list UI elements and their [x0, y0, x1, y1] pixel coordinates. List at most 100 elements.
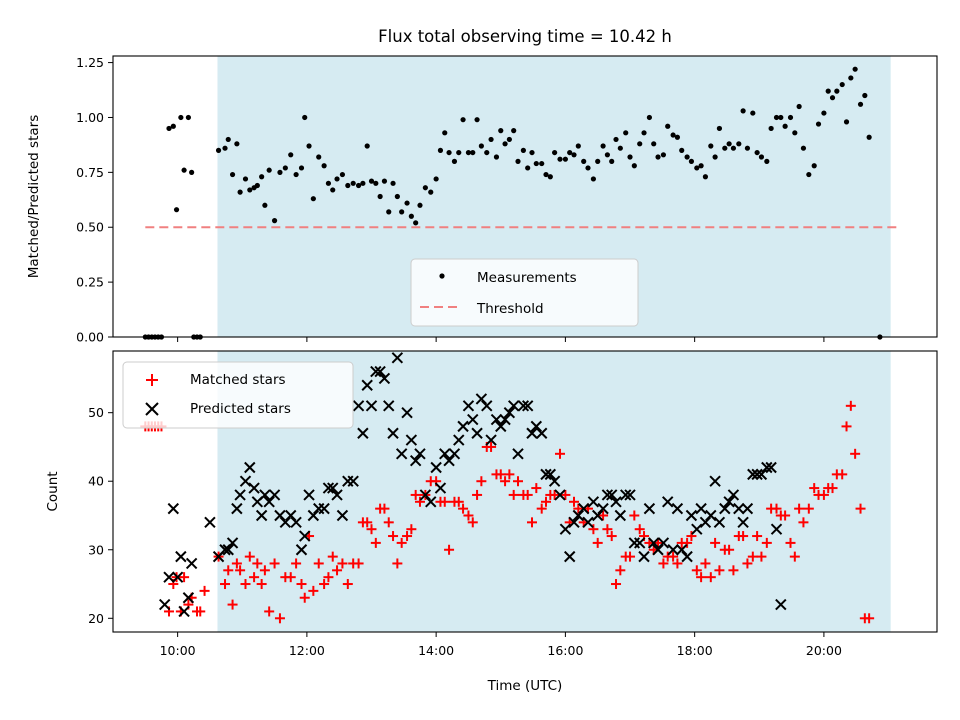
measurement-point — [730, 145, 737, 151]
matched-star-point — [467, 517, 478, 528]
measurement-point — [478, 143, 484, 149]
top-y-tick-label: 1.25 — [76, 55, 104, 70]
predicted-star-point — [568, 516, 580, 529]
predicted-star-point — [231, 502, 243, 515]
predicted-star-point — [448, 448, 461, 460]
measurement-point — [173, 207, 180, 213]
measurement-point — [811, 163, 817, 169]
measurement-point — [575, 143, 581, 149]
measurement-point — [386, 209, 392, 215]
matched-star-point — [291, 558, 302, 569]
matched-star-point — [285, 572, 296, 583]
matched-star-point — [668, 551, 679, 562]
measurement-point — [225, 136, 231, 143]
predicted-star-point — [274, 509, 286, 522]
bottom-axes: 20 30 40 50 10:00 12:00 14:00 16:00 18:00 20:00 — [88, 405, 842, 658]
predicted-star-point — [648, 537, 660, 549]
predicted-star-point — [295, 544, 308, 556]
matched-star-point — [598, 510, 609, 521]
predicted-star-point — [481, 400, 493, 412]
matched-star-point — [269, 558, 280, 569]
matched-star-point — [220, 579, 231, 590]
predicted-star-point — [279, 516, 292, 529]
measurement-point — [778, 114, 784, 121]
measurement-point — [694, 165, 700, 171]
bottom-y-tick-label: 30 — [88, 542, 104, 557]
matched-star-point — [313, 558, 324, 569]
measurement-point — [465, 149, 472, 156]
measurement-point — [843, 119, 850, 125]
bottom-legend: Matched stars Predicted stars — [122, 361, 354, 429]
matched-star-point — [319, 579, 330, 590]
measurement-point — [422, 185, 428, 191]
predicted-star-point — [248, 482, 260, 494]
measurement-point — [613, 136, 619, 143]
matched-star-point — [383, 517, 394, 528]
measurement-point — [821, 110, 827, 116]
matched-star-point — [555, 448, 566, 459]
measurement-point — [293, 171, 299, 178]
matched-star-point — [402, 531, 413, 542]
predicted-star-point — [490, 413, 503, 426]
predicted-star-point — [391, 352, 404, 364]
predicted-star-point — [365, 400, 378, 412]
predicted-star-point — [158, 598, 171, 611]
measurement-point — [234, 141, 240, 147]
measurement-point — [815, 121, 822, 127]
matched-star-point — [379, 503, 390, 514]
matched-star-point — [274, 613, 285, 624]
measurement-point — [641, 130, 647, 136]
top-y-tick-label: 0.75 — [76, 165, 104, 180]
matched-star-point — [602, 524, 613, 535]
measurement-point — [237, 189, 243, 195]
matched-star-point — [332, 565, 343, 576]
predicted-star-point — [657, 537, 670, 549]
predicted-star-point — [475, 393, 488, 405]
measurement-point — [806, 171, 812, 178]
matched-star-point — [794, 503, 805, 514]
x-tick-label: 16:00 — [547, 643, 583, 658]
predicted-star-point — [652, 544, 664, 556]
predicted-star-point — [409, 454, 422, 467]
matched-star-point — [223, 565, 234, 576]
measurement-point — [529, 149, 535, 156]
measurement-point — [684, 154, 690, 160]
matched-star-point — [508, 489, 519, 500]
predicted-star-point — [331, 489, 343, 501]
measurement-point — [796, 103, 802, 110]
matched-star-point — [259, 565, 270, 576]
predicted-star-point — [268, 489, 281, 501]
matched-star-point — [798, 517, 809, 528]
matched-star-point — [691, 565, 702, 576]
matched-star-point — [323, 572, 334, 583]
measurement-point — [590, 176, 596, 182]
bottom-y-tick-label: 50 — [88, 405, 104, 420]
predicted-star-point — [503, 406, 516, 419]
matched-star-point — [531, 483, 542, 494]
matched-star-point — [789, 551, 800, 562]
measurement-point — [493, 154, 500, 160]
predicted-star-point — [425, 496, 437, 508]
measurement-points — [142, 66, 883, 340]
predicted-star-point — [727, 489, 740, 501]
matched-star-point — [235, 565, 246, 576]
x-axis-label: Time (UTC) — [487, 678, 563, 694]
measurement-point — [571, 152, 577, 158]
matched-star-point — [541, 496, 552, 507]
matched-star-point — [742, 558, 753, 569]
measurement-point — [792, 130, 798, 136]
measurement-point — [178, 114, 184, 121]
matched-star-point — [504, 469, 515, 480]
predicted-star-point — [171, 571, 184, 583]
measurement-point — [862, 92, 868, 99]
measurement-point — [394, 193, 400, 200]
predicted-star-point — [357, 427, 369, 439]
matched-star-point — [227, 599, 238, 610]
matched-star-point — [342, 579, 353, 590]
matched-star-point — [606, 531, 617, 542]
predicted-star-point — [361, 379, 373, 391]
matched-star-point — [818, 489, 829, 500]
measurement-point — [562, 156, 568, 162]
predicted-star-point — [563, 550, 576, 563]
matched-star-point — [785, 537, 796, 548]
